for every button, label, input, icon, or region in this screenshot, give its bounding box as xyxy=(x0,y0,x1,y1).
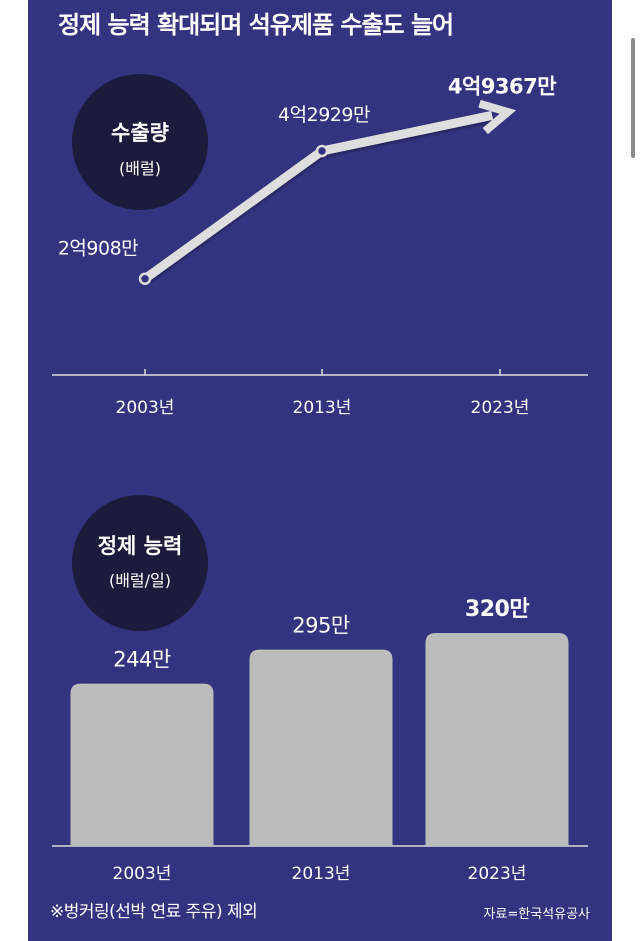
line-point xyxy=(138,272,152,285)
line-badge-title: 수출량 xyxy=(111,121,169,145)
bar xyxy=(425,633,569,846)
export-volume-line-chart: 수출량 (배럴) 2003년 2013년 2023년 2억908만 4억2929만 4억936… xyxy=(52,74,588,418)
line-x-tick-label: 2023년 xyxy=(471,398,530,418)
bar-value-label: 244만 xyxy=(113,648,171,672)
headline: 정제 능력 확대되며 석유제품 수출도 늘어 xyxy=(28,0,612,50)
scrollbar[interactable] xyxy=(631,38,635,158)
bar-x-tick-label: 2013년 xyxy=(292,864,351,884)
bar-badge-unit: (배럴/일) xyxy=(109,571,171,590)
bar-badge xyxy=(72,495,208,631)
line-value-label: 4억9367만 xyxy=(448,75,556,99)
bar-value-label: 320만 xyxy=(465,597,529,622)
line-badge xyxy=(72,74,208,210)
source-credit: 자료=한국석유공사 xyxy=(483,907,590,922)
line-x-tick-label: 2003년 xyxy=(116,398,175,418)
bar-badge-title: 정제 능력 xyxy=(98,534,183,558)
bar xyxy=(249,649,393,846)
bar-x-tick-label: 2003년 xyxy=(113,864,172,884)
line-point xyxy=(315,144,329,158)
line-badge-unit: (배럴) xyxy=(119,159,161,178)
line-arrow-head xyxy=(478,99,517,135)
bar xyxy=(70,683,214,846)
bar-x-tick-label: 2023년 xyxy=(468,864,527,884)
footnote: ※벙커링(선박 연료 주유) 제외 xyxy=(50,902,258,922)
refining-capacity-bar-chart: 정제 능력 (배럴/일) 244만 2003년 295만 2013년 320만 2023년 xyxy=(52,495,588,884)
line-x-tick-label: 2013년 xyxy=(293,398,352,418)
line-value-label: 4억2929만 xyxy=(278,104,370,126)
line-value-label: 2억908만 xyxy=(58,238,138,260)
bar-value-label: 295만 xyxy=(292,614,350,638)
